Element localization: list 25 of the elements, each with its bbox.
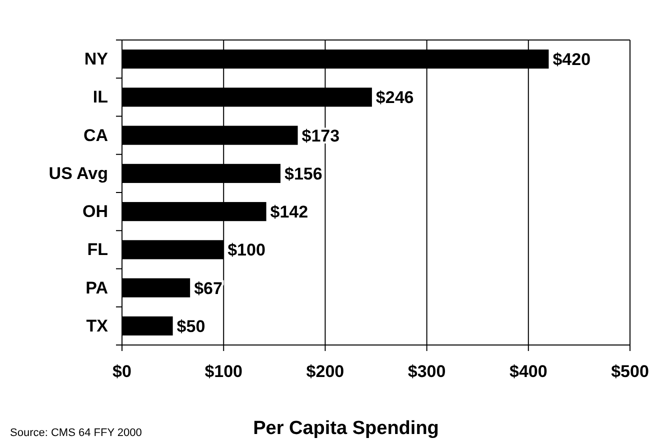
y-tick-label: PA <box>86 278 108 298</box>
y-tick-label: CA <box>83 126 108 145</box>
data-label: $156 <box>284 164 322 184</box>
y-tick-label: IL <box>92 88 108 107</box>
data-label: $420 <box>552 50 591 70</box>
data-label: $50 <box>176 316 206 336</box>
x-tick-label: $200 <box>306 362 344 382</box>
bar <box>122 278 190 298</box>
data-label: $142 <box>270 202 308 222</box>
x-tick-label: $100 <box>204 362 243 382</box>
data-label: $100 <box>228 240 266 260</box>
data-label: $67 <box>194 278 222 298</box>
x-tick-label: $300 <box>408 362 446 382</box>
y-tick-label: FL <box>87 240 108 260</box>
data-label: $246 <box>376 88 414 108</box>
x-tick-label: $400 <box>509 362 548 382</box>
x-tick-label: $0 <box>112 362 132 382</box>
y-tick-label: NY <box>84 50 109 69</box>
x-axis-title: Per Capita Spending <box>253 418 439 439</box>
x-tick-label: $500 <box>611 362 649 382</box>
y-tick-label: US Avg <box>48 164 108 183</box>
bar <box>122 316 173 336</box>
y-tick-label: OH <box>82 202 108 222</box>
y-tick-label: TX <box>86 316 109 336</box>
source-note: Source: CMS 64 FFY 2000 <box>10 427 142 439</box>
